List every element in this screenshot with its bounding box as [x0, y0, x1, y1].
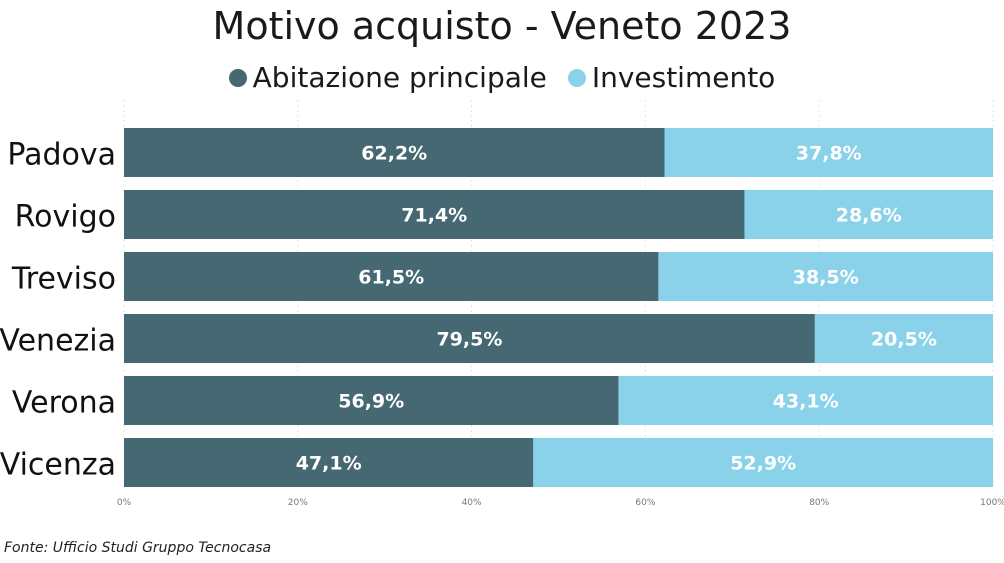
bar-investimento — [664, 128, 993, 177]
category-label: Verona — [12, 386, 116, 421]
legend-item-investimento: Investimento — [567, 58, 776, 98]
legend-swatch-abitazione — [228, 69, 247, 87]
x-tick-label: 60% — [635, 498, 655, 508]
category-label: Vicenza — [0, 448, 116, 483]
data-label: 43,1% — [773, 391, 839, 413]
x-tick-label: 20% — [288, 498, 308, 508]
data-label: 62,2% — [361, 143, 427, 165]
bar-investimento — [814, 314, 993, 363]
source-note: Fonte: Ufficio Studi Gruppo Tecnocasa — [4, 540, 272, 556]
data-label: 37,8% — [796, 143, 862, 165]
x-tick-label: 40% — [462, 498, 482, 508]
legend-item-abitazione: Abitazione principale — [228, 58, 547, 98]
bar-abitazione-principale — [124, 376, 619, 425]
data-label: 79,5% — [436, 329, 502, 351]
category-label: Padova — [7, 138, 116, 173]
chart-title: Motivo acquisto - Veneto 2023 — [212, 4, 792, 48]
category-label: Venezia — [0, 324, 116, 359]
data-label: 56,9% — [338, 391, 404, 413]
bar-abitazione-principale — [124, 190, 745, 239]
bar-investimento — [533, 438, 993, 487]
legend-swatch-investimento — [567, 69, 586, 87]
bar-abitazione-principale — [124, 438, 534, 487]
x-tick-label: 80% — [809, 498, 829, 508]
category-label: Treviso — [11, 262, 116, 297]
category-label: Rovigo — [15, 200, 116, 235]
bar-investimento — [744, 190, 993, 239]
bar-abitazione-principale — [124, 252, 659, 301]
bar-investimento — [618, 376, 993, 425]
bar-investimento — [658, 252, 993, 301]
bar-abitazione-principale — [124, 128, 665, 177]
data-label: 20,5% — [871, 329, 937, 351]
data-label: 61,5% — [358, 267, 424, 289]
x-tick-label: 0% — [117, 498, 132, 508]
legend-label-abitazione: Abitazione principale — [252, 61, 547, 94]
bar-abitazione-principale — [124, 314, 815, 363]
data-label: 38,5% — [793, 267, 859, 289]
legend-label-investimento: Investimento — [591, 61, 776, 94]
data-label: 47,1% — [296, 453, 362, 475]
data-label: 71,4% — [401, 205, 467, 227]
data-label: 28,6% — [836, 205, 902, 227]
chart-legend: Abitazione principale Investimento — [0, 58, 1004, 98]
data-label: 52,9% — [730, 453, 796, 475]
x-tick-label: 100% — [980, 498, 1004, 508]
